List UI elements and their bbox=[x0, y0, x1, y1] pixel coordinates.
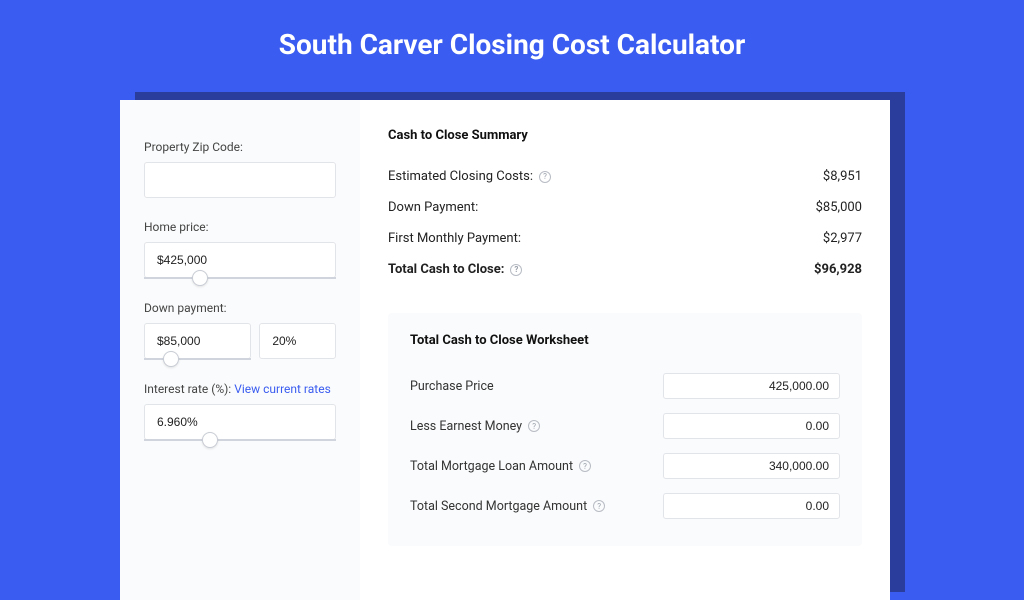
down-payment-field: Down payment: bbox=[144, 301, 336, 360]
home-price-slider[interactable] bbox=[144, 277, 336, 279]
worksheet-title: Total Cash to Close Worksheet bbox=[410, 333, 840, 348]
down-payment-percent-input[interactable] bbox=[259, 323, 336, 359]
help-icon[interactable]: ? bbox=[539, 171, 551, 183]
summary-label-text: Down Payment: bbox=[388, 200, 478, 215]
page-title: South Carver Closing Cost Calculator bbox=[0, 0, 1024, 83]
summary-label-text: Total Cash to Close: bbox=[388, 262, 504, 277]
zip-field: Property Zip Code: bbox=[144, 140, 336, 198]
summary-label-text: First Monthly Payment: bbox=[388, 231, 521, 246]
summary-row: First Monthly Payment: $2,977 bbox=[388, 223, 862, 254]
summary-value: $8,951 bbox=[823, 169, 862, 184]
summary-value: $96,928 bbox=[814, 262, 862, 277]
interest-slider-thumb[interactable] bbox=[202, 432, 218, 448]
help-icon[interactable]: ? bbox=[579, 460, 591, 472]
main-panel: Cash to Close Summary Estimated Closing … bbox=[360, 100, 890, 600]
summary-row-total: Total Cash to Close: ? $96,928 bbox=[388, 254, 862, 285]
home-price-label: Home price: bbox=[144, 220, 336, 234]
zip-input[interactable] bbox=[144, 162, 336, 198]
worksheet-label-text: Less Earnest Money bbox=[410, 419, 522, 434]
summary-row: Estimated Closing Costs: ? $8,951 bbox=[388, 161, 862, 192]
worksheet-section: Total Cash to Close Worksheet Purchase P… bbox=[388, 313, 862, 546]
summary-label-text: Estimated Closing Costs: bbox=[388, 169, 533, 184]
interest-field: Interest rate (%): View current rates bbox=[144, 382, 336, 441]
help-icon[interactable]: ? bbox=[528, 420, 540, 432]
summary-row: Down Payment: $85,000 bbox=[388, 192, 862, 223]
worksheet-value-input[interactable] bbox=[663, 373, 840, 399]
worksheet-value-input[interactable] bbox=[663, 493, 840, 519]
home-price-field: Home price: bbox=[144, 220, 336, 279]
down-payment-slider-thumb[interactable] bbox=[163, 351, 179, 367]
worksheet-row: Less Earnest Money ? bbox=[410, 406, 840, 446]
worksheet-value-input[interactable] bbox=[663, 453, 840, 479]
home-price-slider-thumb[interactable] bbox=[192, 270, 208, 286]
interest-label: Interest rate (%): View current rates bbox=[144, 382, 336, 396]
worksheet-value-input[interactable] bbox=[663, 413, 840, 439]
summary-section: Cash to Close Summary Estimated Closing … bbox=[388, 128, 862, 285]
worksheet-row: Total Mortgage Loan Amount ? bbox=[410, 446, 840, 486]
zip-label: Property Zip Code: bbox=[144, 140, 336, 154]
worksheet-label-text: Purchase Price bbox=[410, 379, 494, 394]
help-icon[interactable]: ? bbox=[593, 500, 605, 512]
worksheet-label-text: Total Second Mortgage Amount bbox=[410, 499, 587, 514]
summary-value: $85,000 bbox=[816, 200, 862, 215]
summary-value: $2,977 bbox=[823, 231, 862, 246]
interest-label-text: Interest rate (%): bbox=[144, 382, 231, 396]
home-price-input[interactable] bbox=[144, 242, 336, 278]
inputs-sidebar: Property Zip Code: Home price: Down paym… bbox=[120, 100, 360, 600]
summary-title: Cash to Close Summary bbox=[388, 128, 862, 143]
view-rates-link[interactable]: View current rates bbox=[234, 382, 331, 396]
worksheet-row: Total Second Mortgage Amount ? bbox=[410, 486, 840, 526]
worksheet-label-text: Total Mortgage Loan Amount bbox=[410, 459, 573, 474]
interest-slider[interactable] bbox=[144, 439, 336, 441]
down-payment-slider[interactable] bbox=[144, 358, 251, 360]
worksheet-row: Purchase Price bbox=[410, 366, 840, 406]
help-icon[interactable]: ? bbox=[510, 264, 522, 276]
down-payment-input[interactable] bbox=[144, 323, 251, 359]
calculator-card: Property Zip Code: Home price: Down paym… bbox=[120, 100, 890, 600]
interest-input[interactable] bbox=[144, 404, 336, 440]
down-payment-label: Down payment: bbox=[144, 301, 336, 315]
